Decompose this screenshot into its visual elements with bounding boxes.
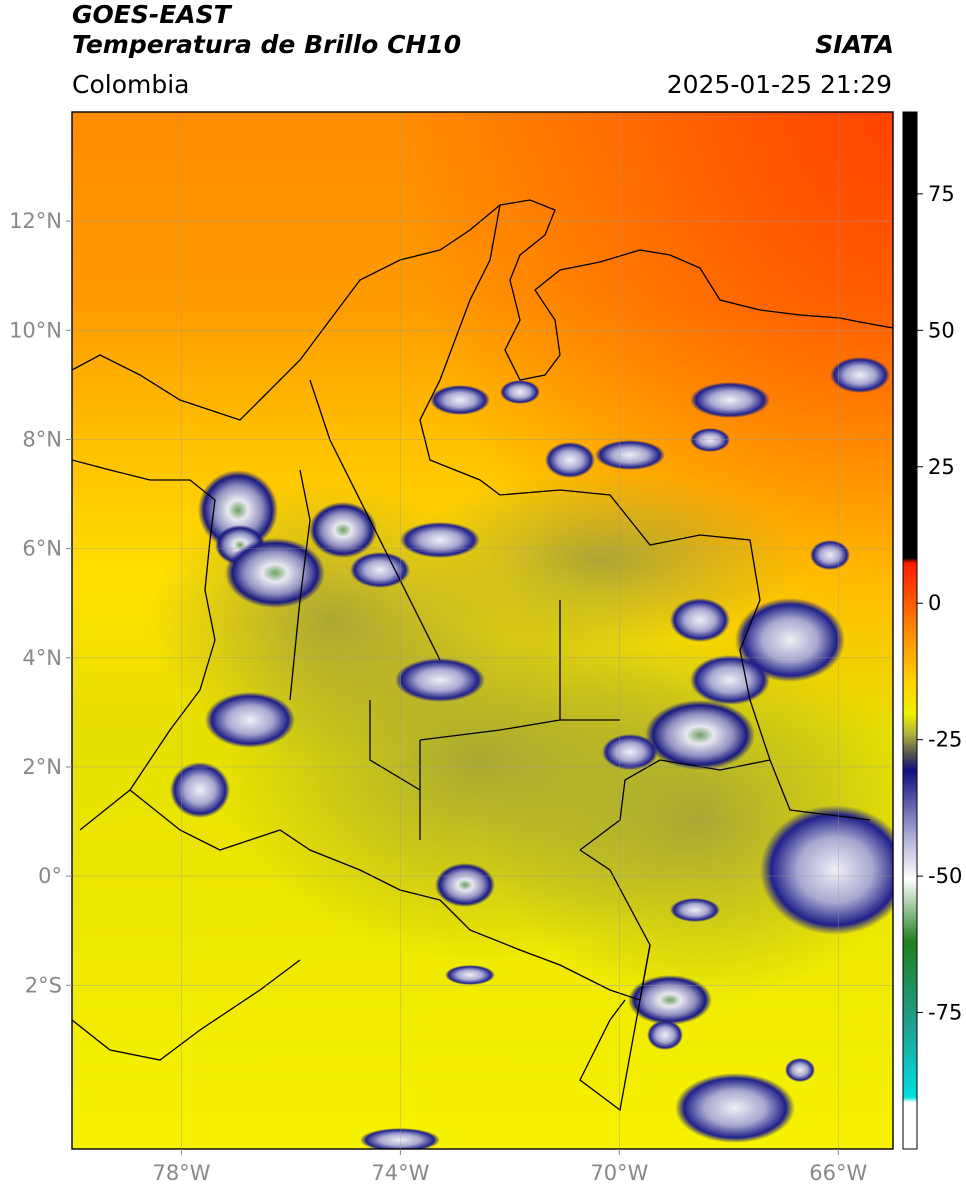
lon-tick-label: 66°W	[809, 1161, 867, 1185]
map-area	[72, 112, 893, 1149]
colombia-ecuador-border	[129, 789, 441, 901]
timestamp-label: 2025-01-25 21:29	[666, 70, 892, 99]
lat-tick-label: 10°N	[9, 318, 62, 342]
borders	[72, 199, 893, 1112]
latitude-labels: 12°N 10°N 8°N 6°N 4°N 2°N 0° 2°S	[9, 209, 72, 997]
lat-tick-label: 6°N	[22, 537, 62, 561]
brand-label: SIATA	[815, 30, 894, 59]
colorbar-tick-label: 25	[928, 455, 955, 479]
region-subtitle: Colombia	[72, 70, 190, 99]
colombia-brazil-border	[579, 759, 771, 851]
ecuador-coast	[72, 959, 301, 1061]
lat-tick-label: 2°N	[22, 755, 62, 779]
lat-tick-label: 8°N	[22, 427, 62, 451]
colombia-venezuela-border	[419, 204, 871, 821]
caribbean-coast	[72, 199, 893, 421]
colorbar-tick-label: 0	[928, 591, 941, 615]
amazon-border	[579, 944, 651, 1112]
lat-tick-label: 4°N	[22, 646, 62, 670]
colorbar	[902, 111, 918, 1150]
lon-tick-label: 70°W	[590, 1161, 648, 1185]
colorbar-tick-label: -75	[928, 1001, 962, 1025]
pacific-coast	[72, 459, 216, 831]
lat-tick-label: 12°N	[9, 209, 62, 233]
colorbar-tick-label: 75	[928, 182, 955, 206]
product-title: Temperatura de Brillo CH10	[72, 30, 462, 59]
lon-tick-label: 78°W	[152, 1161, 210, 1185]
colorbar-tick-label: -50	[928, 864, 962, 888]
longitude-labels: 78°W 74°W 70°W 66°W	[152, 1149, 867, 1185]
colorbar-tick-label: 50	[928, 318, 955, 342]
internal-divisions	[289, 379, 620, 840]
satellite-title: GOES-EAST	[72, 0, 231, 29]
colorbar-ticks: 75 50 25 0 -25 -50 -75	[917, 182, 962, 1025]
map-frame	[71, 111, 894, 1150]
lat-tick-label: 2°S	[25, 973, 62, 997]
graticule	[72, 112, 893, 1149]
colorbar-tick-label: -25	[928, 728, 962, 752]
lon-tick-label: 74°W	[371, 1161, 429, 1185]
convective-clouds	[170, 357, 893, 1149]
lat-tick-label: 0°	[38, 864, 62, 888]
colombia-peru-border	[439, 849, 651, 1001]
title-block: GOES-EAST Temperatura de Brillo CH10	[72, 0, 461, 60]
